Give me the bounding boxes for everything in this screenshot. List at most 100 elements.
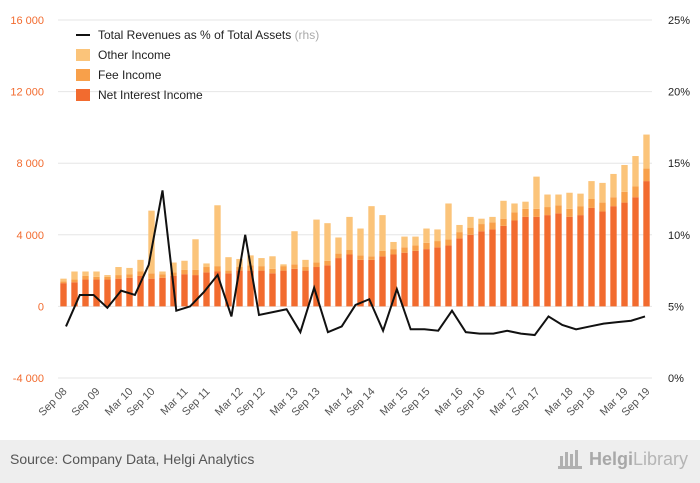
- bar-fee: [511, 212, 518, 221]
- bar-fee: [291, 264, 298, 269]
- y-left-tick-label: 0: [38, 301, 44, 313]
- bar-net-interest: [225, 273, 232, 307]
- bar-other: [148, 210, 155, 274]
- y-right-tick-label: 5%: [668, 301, 684, 313]
- bar-net-interest: [104, 279, 111, 307]
- bar-other: [445, 203, 452, 240]
- bar-fee: [522, 208, 529, 217]
- bar-other: [302, 259, 309, 268]
- bar-fee: [412, 245, 419, 251]
- bar-fee: [401, 247, 408, 253]
- line-total-revenues-pct: [65, 190, 646, 337]
- bar-fee: [445, 239, 452, 246]
- bar-net-interest: [93, 279, 100, 307]
- bar-other: [632, 156, 639, 187]
- legend-swatch: [76, 89, 90, 101]
- bar-net-interest: [82, 279, 89, 307]
- bar-net-interest: [379, 256, 386, 307]
- bar-net-interest: [401, 252, 408, 307]
- bar-fee: [313, 262, 320, 268]
- bar-other: [203, 263, 210, 268]
- bar-net-interest: [632, 197, 639, 307]
- legend-line-name: Total Revenues as % of Total Assets: [98, 28, 295, 42]
- bar-fee: [423, 242, 430, 250]
- bar-fee: [225, 270, 232, 274]
- legend-label: Fee Income: [98, 68, 162, 82]
- bar-fee: [379, 250, 386, 257]
- bar-other: [71, 271, 78, 280]
- y-right-tick-label: 0%: [668, 373, 684, 385]
- bar-other: [599, 182, 606, 203]
- bar-other: [192, 239, 199, 270]
- legend-swatch: [76, 69, 90, 81]
- bar-fee: [93, 276, 100, 280]
- bar-net-interest: [445, 245, 452, 307]
- bar-net-interest: [346, 254, 353, 307]
- bar-fee: [60, 281, 67, 284]
- legend-label: Net Interest Income: [98, 88, 203, 102]
- bar-fee: [214, 266, 221, 272]
- bar-other: [335, 237, 342, 254]
- bar-net-interest: [126, 277, 133, 307]
- legend-label-line: Total Revenues as % of Total Assets (rhs…: [98, 28, 319, 42]
- bar-net-interest: [588, 207, 595, 307]
- bar-other: [104, 275, 111, 277]
- bar-fee: [324, 260, 331, 266]
- brand-library: Library: [632, 448, 688, 469]
- bar-net-interest: [533, 216, 540, 307]
- bar-net-interest: [456, 238, 463, 307]
- bar-fee: [456, 232, 463, 239]
- brand-logo[interactable]: Helgi Library: [557, 448, 688, 470]
- bar-net-interest: [423, 249, 430, 307]
- bar-other: [533, 176, 540, 209]
- bar-other: [313, 219, 320, 263]
- y-right-tick-label: 20%: [668, 87, 690, 99]
- bar-fee: [390, 249, 397, 255]
- bar-other: [258, 258, 265, 267]
- bar-fee: [643, 168, 650, 182]
- bar-fee: [577, 206, 584, 216]
- bar-other: [390, 241, 397, 250]
- bar-other: [511, 203, 518, 213]
- x-tick-label: Sep 09: [69, 386, 102, 419]
- bar-fee: [104, 276, 111, 280]
- bar-net-interest: [148, 278, 155, 307]
- bar-net-interest: [214, 271, 221, 307]
- chart-area: -4 000 0 4 000 8 000 12 000 16 000 0% 5% 10% 15% 2…: [10, 15, 690, 419]
- bar-net-interest: [302, 270, 309, 307]
- bar-net-interest: [258, 270, 265, 307]
- bar-net-interest: [313, 267, 320, 307]
- bar-net-interest: [643, 181, 650, 307]
- bar-fee: [181, 269, 188, 275]
- y-right-tick-label: 25%: [668, 15, 690, 27]
- y-left-tick-label: 4 000: [16, 230, 44, 242]
- y-left-tick-label: 16 000: [10, 15, 44, 27]
- bar-fee: [346, 250, 353, 255]
- bar-fee: [71, 279, 78, 283]
- bar-other: [577, 193, 584, 207]
- bar-net-interest: [280, 270, 287, 307]
- bar-other: [115, 267, 122, 276]
- bar-other: [456, 224, 463, 233]
- bar-other: [379, 215, 386, 251]
- bar-other: [643, 134, 650, 169]
- bar-other: [566, 192, 573, 209]
- bar-net-interest: [71, 282, 78, 307]
- bar-fee: [478, 224, 485, 232]
- bar-net-interest: [269, 273, 276, 307]
- bar-net-interest: [236, 270, 243, 307]
- bar-fee: [335, 253, 342, 259]
- bar-net-interest: [467, 234, 474, 307]
- y-left-tick-label: 8 000: [16, 158, 44, 170]
- bar-net-interest: [566, 216, 573, 307]
- bar-fee: [500, 218, 507, 226]
- bar-net-interest: [357, 259, 364, 307]
- bar-fee: [126, 274, 133, 278]
- bar-net-interest: [489, 229, 496, 307]
- bar-other: [93, 271, 100, 277]
- bar-fee: [159, 274, 166, 278]
- bar-net-interest: [368, 259, 375, 307]
- library-icon: [557, 450, 582, 469]
- bar-other: [401, 236, 408, 248]
- bar-other: [588, 181, 595, 199]
